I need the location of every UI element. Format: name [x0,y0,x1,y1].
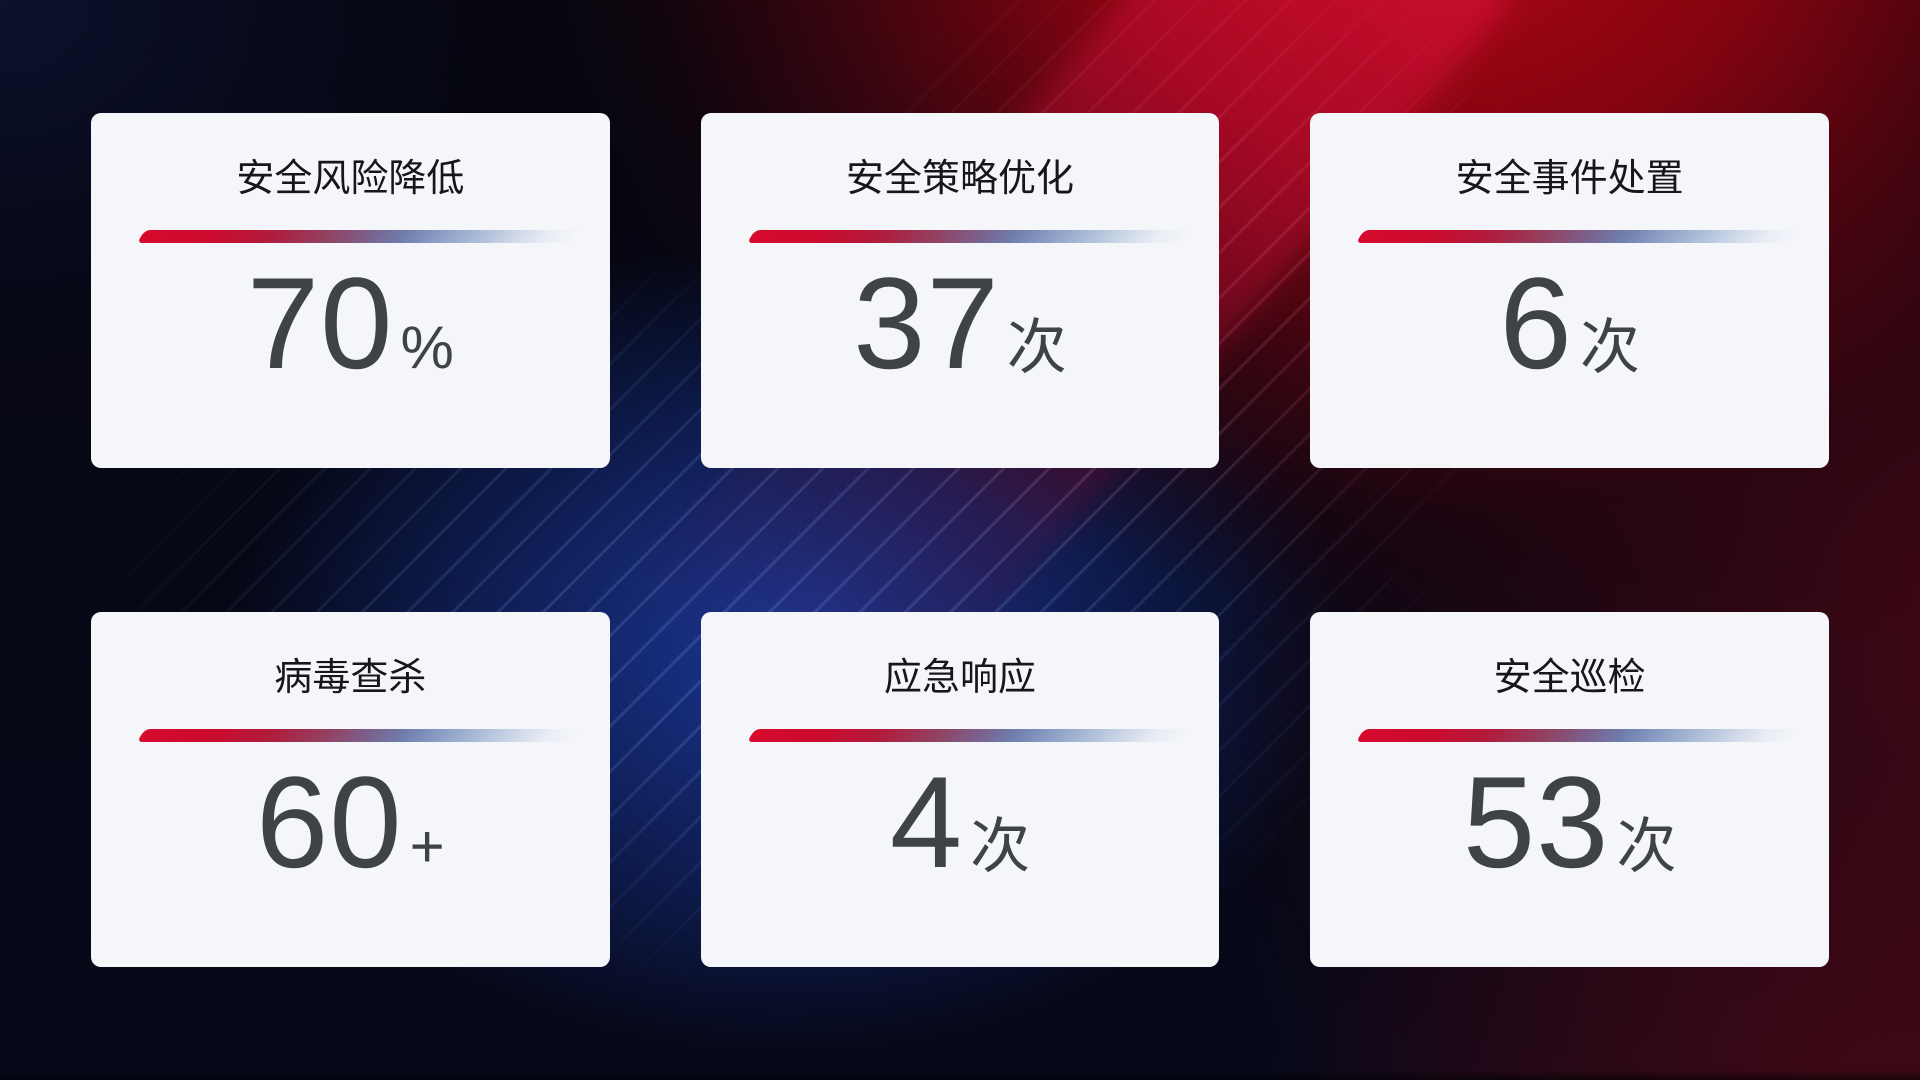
stat-unit: 次 [1616,813,1677,880]
stat-unit: 次 [1579,314,1640,381]
gradient-divider [746,230,1192,243]
card-title: 安全风险降低 [236,158,465,200]
stat-number: 37 [853,250,1000,396]
stat-number: 70 [246,250,394,396]
stat-card-virus-scan-kill: 病毒查杀 60 + [91,612,610,967]
stat-unit: 次 [1006,314,1067,381]
card-title: 应急响应 [883,657,1036,699]
card-value: 53 次 [1310,757,1829,887]
gradient-divider [1356,729,1802,742]
gradient-divider [136,230,582,243]
stat-card-security-inspection: 安全巡检 53 次 [1310,612,1829,967]
stat-number: 4 [889,749,964,895]
stat-unit: + [409,813,445,880]
stat-card-security-policy-optimization: 安全策略优化 37 次 [700,113,1220,468]
card-value: 60 + [91,757,610,887]
gradient-divider [1356,230,1802,243]
background-bottom-shade [0,1070,1920,1080]
stat-unit: % [400,314,454,381]
stat-number: 6 [1499,250,1573,396]
stat-number: 53 [1462,749,1610,895]
stat-card-security-risk-reduction: 安全风险降低 70% [91,113,610,468]
stat-number: 60 [256,749,403,895]
card-value: 37 次 [701,258,1220,388]
card-title: 安全策略优化 [845,158,1074,200]
gradient-divider [136,729,582,742]
card-value: 70% [91,258,610,388]
stat-unit: 次 [970,813,1031,880]
card-title: 病毒查杀 [274,657,427,699]
gradient-divider [746,729,1192,742]
card-title: 安全事件处置 [1455,158,1684,200]
card-title: 安全巡检 [1493,657,1646,699]
